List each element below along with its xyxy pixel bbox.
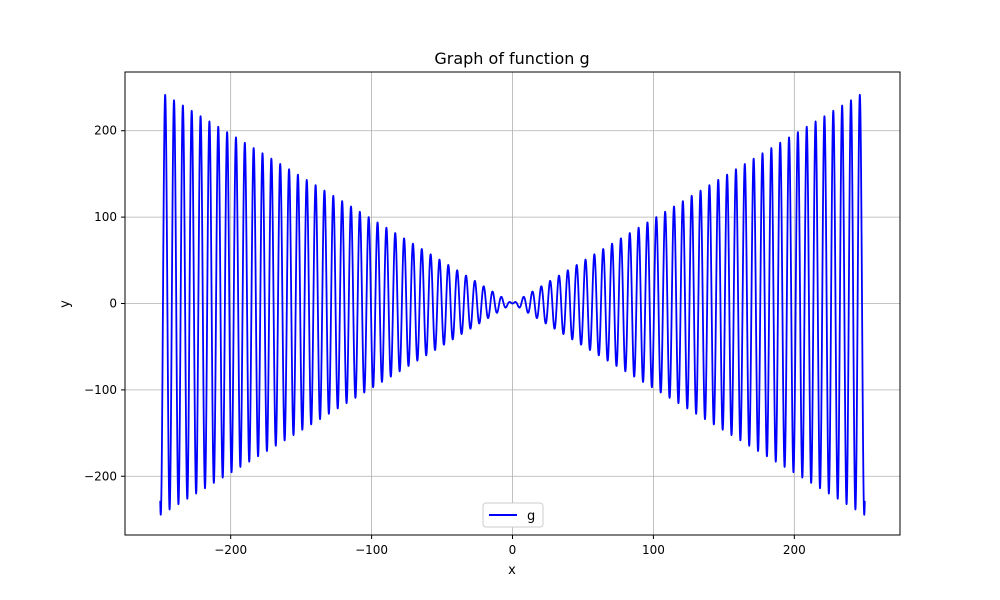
y-tick-label: −100 xyxy=(84,383,117,397)
y-axis-label: y xyxy=(58,300,73,308)
legend: g xyxy=(482,502,544,528)
series-line-g xyxy=(159,93,866,516)
legend-label-g: g xyxy=(527,509,535,524)
x-ticks: −200 −100 0 100 200 xyxy=(214,535,806,557)
series-group xyxy=(159,93,866,516)
y-tick-label: 200 xyxy=(94,124,117,138)
x-tick-label: −200 xyxy=(214,543,247,557)
x-axis-label: x xyxy=(508,563,516,578)
y-tick-label: 0 xyxy=(109,297,117,311)
x-tick-label: 100 xyxy=(642,543,665,557)
y-tick-label: 100 xyxy=(94,210,117,224)
y-tick-label: −200 xyxy=(84,469,117,483)
chart-title: Graph of function g xyxy=(434,49,589,68)
x-tick-label: 0 xyxy=(509,543,517,557)
x-tick-label: −100 xyxy=(355,543,388,557)
y-ticks: −200 −100 0 100 200 xyxy=(84,124,125,483)
x-tick-label: 200 xyxy=(783,543,806,557)
